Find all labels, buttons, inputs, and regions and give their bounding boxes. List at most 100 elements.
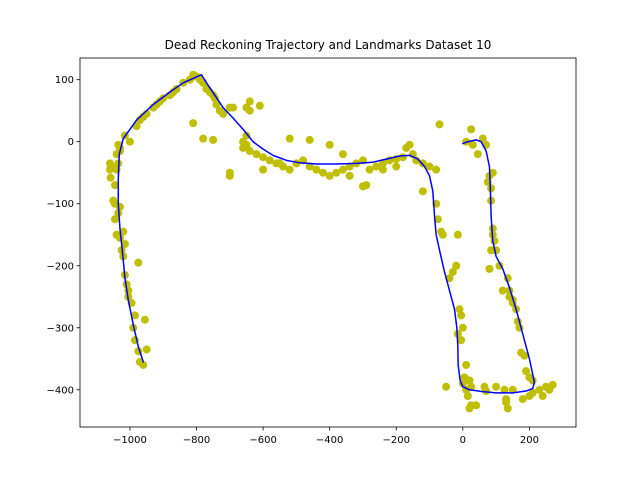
landmark-point [487, 184, 496, 193]
landmark-point [132, 122, 141, 131]
y-axis: 100 0 −100 −200 −300 −400 [47, 75, 80, 396]
landmark-point [112, 230, 121, 239]
x-tick-label: −1000 [113, 435, 147, 446]
landmark-point [432, 165, 441, 174]
landmark-point [498, 286, 507, 295]
landmark-point [448, 267, 457, 276]
landmark-point [362, 181, 371, 190]
landmark-point [245, 97, 254, 106]
landmark-point [245, 106, 254, 115]
landmark-point [305, 135, 314, 144]
y-tick-label: −100 [47, 199, 74, 210]
landmark-point [139, 360, 148, 369]
landmark-point [212, 100, 221, 109]
landmark-point [472, 401, 481, 410]
landmark-point [485, 264, 494, 273]
landmark-point [548, 380, 557, 389]
x-tick-label: 0 [460, 435, 466, 446]
landmark-point [455, 305, 464, 314]
landmark-point [319, 168, 328, 177]
landmark-point [239, 143, 248, 152]
landmark-point [463, 391, 472, 400]
landmark-point [338, 150, 347, 159]
landmark-point [106, 173, 115, 182]
landmark-point [285, 165, 294, 174]
landmark-point [405, 140, 414, 149]
landmark-point [275, 159, 284, 168]
landmark-point [467, 382, 476, 391]
landmark-point [535, 385, 544, 394]
landmark-point [438, 230, 447, 239]
landmark-point [110, 215, 119, 224]
landmark-point [332, 168, 341, 177]
landmark-point [488, 168, 497, 177]
landmark-point [365, 165, 374, 174]
landmark-point [109, 196, 118, 205]
landmark-point [525, 391, 534, 400]
landmark-point [210, 94, 219, 103]
landmark-point [473, 150, 482, 159]
landmark-point [115, 202, 124, 211]
landmark-point [482, 387, 491, 396]
landmark-point [252, 150, 261, 159]
landmark-point [124, 286, 133, 295]
plot-area [105, 70, 557, 413]
x-tick-label: 200 [520, 435, 539, 446]
landmark-point [338, 165, 347, 174]
landmark-point [134, 258, 143, 267]
landmark-point [490, 236, 499, 245]
landmark-point [508, 385, 517, 394]
landmark-point [209, 135, 218, 144]
landmark-point [442, 382, 451, 391]
landmark-point [378, 165, 387, 174]
y-tick-label: 100 [55, 75, 74, 86]
landmark-point [142, 345, 151, 354]
landmark-point [465, 376, 474, 385]
landmark-point [285, 134, 294, 143]
landmark-point [325, 140, 334, 149]
landmark-point [140, 315, 149, 324]
landmark-point [412, 156, 421, 165]
landmark-point [458, 323, 467, 332]
landmark-point [245, 147, 254, 156]
trajectory-line [117, 73, 536, 394]
landmark-point [445, 274, 454, 283]
landmark-point [189, 119, 198, 128]
landmark-point [418, 187, 427, 196]
landmark-point [433, 215, 442, 224]
landmark-point [325, 171, 334, 180]
landmark-point [345, 171, 354, 180]
y-tick-label: −200 [47, 261, 74, 272]
landmark-point [305, 162, 314, 171]
landmark-point [259, 165, 268, 174]
landmark-point [225, 171, 234, 180]
landmark-point [312, 165, 321, 174]
y-tick-label: −300 [47, 323, 74, 334]
y-tick-label: 0 [68, 137, 74, 148]
landmark-point [398, 153, 407, 162]
landmark-point [500, 385, 509, 394]
chart-title: Dead Reckoning Trajectory and Landmarks … [165, 38, 492, 52]
landmark-point [425, 162, 434, 171]
landmark-point [259, 153, 268, 162]
y-tick-label: −400 [47, 385, 74, 396]
x-tick-label: −800 [183, 435, 210, 446]
landmark-point [130, 311, 139, 320]
axes-frame [79, 57, 577, 428]
x-tick-label: −600 [249, 435, 276, 446]
landmark-point [392, 162, 401, 171]
landmark-point [107, 162, 116, 171]
landmark-point [457, 311, 466, 320]
landmark-point [478, 134, 487, 143]
landmark-point [345, 162, 354, 171]
landmark-point [488, 224, 497, 233]
landmark-point [538, 391, 547, 400]
landmark-point [453, 230, 462, 239]
landmark-point [378, 159, 387, 168]
landmark-point [265, 156, 274, 165]
landmark-point [255, 101, 264, 110]
landmark-point [229, 103, 238, 112]
landmark-point [372, 162, 381, 171]
